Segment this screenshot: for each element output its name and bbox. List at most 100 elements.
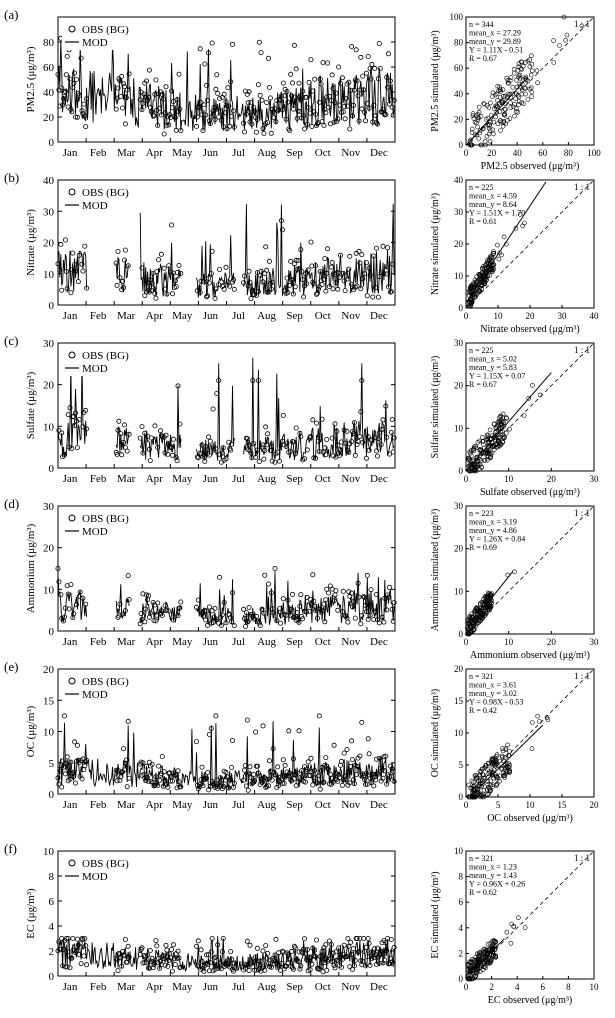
obs-marker (208, 726, 214, 732)
obs-marker (287, 956, 293, 962)
obs-marker (298, 96, 304, 102)
obs-marker (227, 123, 233, 129)
obs-marker (164, 947, 170, 953)
obs-marker (343, 96, 349, 102)
obs-marker (371, 783, 377, 789)
obs-marker (335, 957, 341, 963)
y-tick-label: 80 (43, 37, 55, 49)
obs-marker (170, 942, 176, 948)
scatter-point (484, 273, 490, 279)
obs-marker (274, 98, 280, 104)
scatter-point (500, 758, 506, 764)
obs-marker (208, 114, 214, 120)
scatter-point (493, 114, 498, 120)
obs-marker (162, 110, 168, 116)
obs-marker (333, 280, 339, 286)
scatter-point (513, 77, 519, 83)
obs-marker (241, 280, 247, 286)
obs-marker (349, 284, 355, 290)
obs-marker (242, 965, 248, 971)
obs-marker (204, 775, 210, 781)
obs-marker (152, 290, 158, 296)
obs-marker (254, 945, 260, 951)
scatter-point (473, 623, 479, 628)
scatter-y-tick-label: 2 (459, 948, 464, 958)
obs-marker (292, 94, 298, 100)
scatter-point (489, 948, 495, 953)
obs-marker (121, 439, 127, 445)
scatter-y-tick-label: 20 (454, 114, 464, 124)
obs-marker (339, 782, 345, 788)
obs-marker (176, 437, 182, 443)
obs-marker (59, 936, 65, 942)
obs-marker (241, 120, 247, 126)
obs-marker (268, 964, 274, 970)
obs-marker (348, 87, 354, 93)
scatter-point (473, 113, 479, 118)
scatter-stat: mean_y = 3.02 (469, 689, 517, 698)
obs-marker (79, 108, 85, 114)
scatter-point (471, 623, 476, 629)
obs-marker (340, 109, 346, 115)
obs-marker (122, 937, 128, 943)
obs-marker (376, 620, 382, 626)
obs-marker (382, 957, 388, 963)
obs-marker (197, 781, 203, 787)
obs-marker (55, 72, 61, 78)
month-label: May (172, 636, 193, 648)
obs-marker (249, 455, 255, 461)
obs-marker (310, 417, 316, 423)
obs-marker (206, 452, 212, 458)
scatter-point (529, 720, 535, 725)
scatter-point (502, 113, 508, 118)
scatter-y-tick-label: 15 (454, 696, 464, 706)
obs-marker (74, 948, 80, 954)
scatter-stat: R = 0.42 (469, 706, 497, 715)
scatter-point (486, 791, 492, 797)
obs-marker (390, 768, 396, 774)
obs-marker (359, 719, 365, 725)
obs-marker (345, 447, 351, 453)
scatter-point (517, 212, 523, 217)
scatter-point (470, 113, 476, 118)
obs-marker (218, 117, 224, 123)
scatter-x-tick-label: 0 (464, 982, 469, 992)
obs-marker (63, 936, 69, 942)
obs-marker (369, 607, 375, 613)
scatter-point (501, 120, 507, 125)
obs-marker (167, 112, 173, 118)
scatter-point (483, 437, 489, 443)
obs-marker (231, 286, 237, 292)
obs-marker (120, 949, 126, 955)
scatter-point (485, 115, 491, 121)
obs-marker (219, 949, 225, 955)
obs-marker (249, 959, 255, 965)
obs-marker (137, 97, 143, 103)
obs-marker (76, 252, 82, 258)
obs-marker (329, 72, 335, 78)
obs-marker (388, 429, 394, 435)
obs-marker (84, 426, 90, 432)
obs-marker (62, 713, 68, 719)
obs-marker (210, 108, 216, 114)
obs-marker (375, 294, 381, 300)
obs-marker (359, 106, 365, 112)
obs-marker (210, 620, 216, 626)
obs-marker (309, 769, 315, 775)
one-to-one-label: 1 : 1 (574, 345, 590, 355)
month-label: Oct (315, 799, 331, 811)
obs-marker (355, 580, 361, 586)
obs-marker (266, 758, 272, 764)
obs-marker (275, 108, 281, 114)
obs-marker (306, 608, 312, 614)
obs-marker (122, 767, 128, 773)
obs-marker (262, 572, 268, 578)
obs-marker (308, 434, 314, 440)
obs-marker (229, 619, 235, 625)
scatter-stat: n = 225 (469, 346, 494, 355)
obs-marker (67, 405, 73, 411)
month-label: Apr (146, 636, 163, 648)
obs-marker (347, 126, 353, 132)
month-label: Jul (232, 473, 245, 485)
obs-marker (321, 123, 327, 129)
